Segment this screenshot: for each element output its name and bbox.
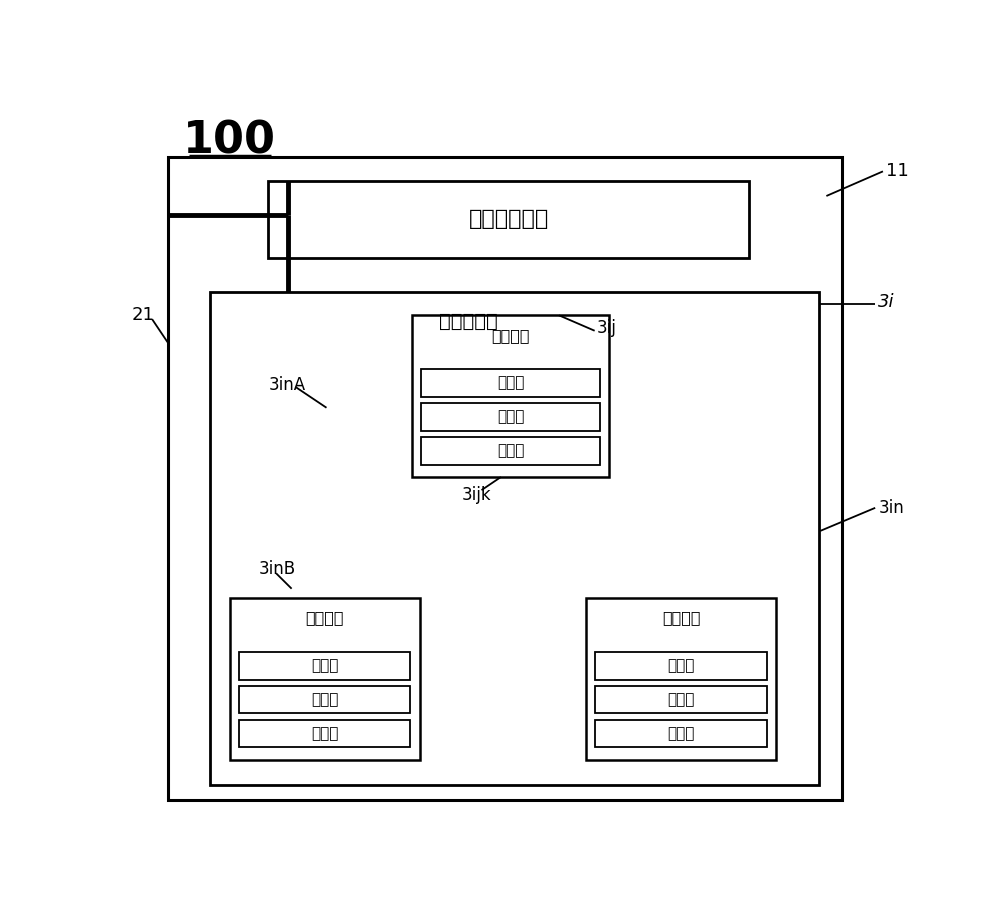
Text: 100: 100: [183, 119, 276, 162]
Bar: [421, 403, 600, 431]
Bar: [239, 686, 410, 714]
Text: 交换机: 交换机: [497, 410, 524, 425]
Bar: [412, 315, 609, 477]
Text: 交换机: 交换机: [311, 726, 338, 741]
Bar: [595, 652, 767, 680]
Text: 交换机: 交换机: [311, 692, 338, 707]
Bar: [239, 719, 410, 747]
Bar: [268, 181, 749, 258]
Bar: [421, 437, 600, 465]
Text: 3ij: 3ij: [596, 320, 616, 337]
Text: 3inB: 3inB: [258, 561, 295, 578]
Bar: [421, 369, 600, 397]
Bar: [595, 719, 767, 747]
Text: 交换机: 交换机: [497, 443, 524, 459]
Text: 信息节点: 信息节点: [662, 611, 700, 625]
Text: 3inA: 3inA: [268, 376, 306, 393]
Text: 信息节点组: 信息节点组: [439, 312, 497, 331]
Text: 交换机: 交换机: [497, 376, 524, 391]
Text: 3ijk: 3ijk: [462, 485, 492, 504]
Bar: [210, 292, 819, 785]
Text: 交换机: 交换机: [667, 659, 695, 673]
Text: 信息节点: 信息节点: [305, 611, 344, 625]
Bar: [168, 157, 842, 800]
Text: 21: 21: [131, 307, 154, 324]
Bar: [230, 598, 420, 760]
Text: 交换机: 交换机: [667, 692, 695, 707]
Bar: [239, 652, 410, 680]
Text: 交换机: 交换机: [311, 659, 338, 673]
Text: 3in: 3in: [878, 499, 904, 517]
Text: 11: 11: [886, 162, 909, 181]
Bar: [595, 686, 767, 714]
Bar: [586, 598, 776, 760]
Text: 3i: 3i: [878, 293, 895, 311]
Text: 信息节点: 信息节点: [491, 328, 530, 343]
Text: 主核心交换机: 主核心交换机: [468, 209, 549, 229]
Text: 交换机: 交换机: [667, 726, 695, 741]
